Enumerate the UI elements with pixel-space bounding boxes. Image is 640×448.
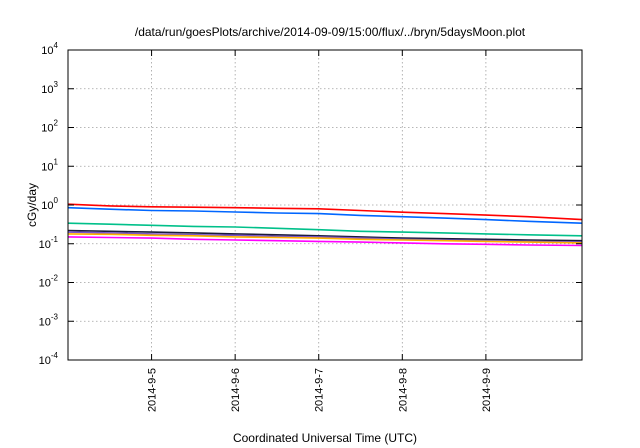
y-tick-label: 100: [41, 196, 58, 212]
x-tick-label: 2014-9-8: [397, 368, 409, 412]
y-tick-base: 10: [41, 200, 53, 212]
y-tick-label: 103: [41, 80, 58, 96]
x-axis-ticks: 2014-9-5 2014-9-6 2014-9-7 2014-9-8 2014-9-9: [147, 50, 493, 412]
series-line: [67, 233, 583, 244]
series-line: [67, 222, 583, 237]
y-tick-label: 10-4: [39, 351, 59, 367]
y-tick-base: 10: [39, 316, 51, 328]
grid: [68, 50, 582, 360]
y-tick-exponent: 1: [54, 157, 59, 166]
chart-title: /data/run/goesPlots/archive/2014-09-09/1…: [135, 25, 526, 39]
y-tick-base: 10: [41, 84, 53, 96]
x-tick-label: 2014-9-6: [230, 368, 242, 412]
x-axis-label: Coordinated Universal Time (UTC): [233, 431, 417, 445]
y-tick-base: 10: [39, 278, 51, 290]
y-tick-base: 10: [41, 45, 53, 57]
y-tick-base: 10: [41, 161, 53, 173]
y-tick-label: 10-2: [39, 274, 59, 290]
y-tick-label: 101: [41, 157, 58, 173]
series-line: [67, 236, 583, 247]
series-line: [67, 206, 583, 224]
series-line: [67, 229, 583, 242]
y-tick-exponent: -3: [51, 312, 59, 321]
x-tick-label: 2014-9-5: [147, 368, 159, 412]
x-tick-label: 2014-9-7: [314, 368, 326, 412]
y-tick-exponent: -2: [51, 274, 59, 283]
y-tick-exponent: 2: [54, 119, 59, 128]
y-tick-exponent: 3: [54, 80, 59, 89]
y-tick-label: 10-3: [39, 312, 59, 328]
y-tick-label: 10-1: [39, 235, 59, 251]
series-layer: [67, 203, 583, 247]
y-tick-exponent: -1: [51, 235, 59, 244]
y-tick-exponent: 4: [54, 41, 59, 50]
y-axis-label: cGy/day: [25, 183, 39, 227]
x-tick-label: 2014-9-9: [481, 368, 493, 412]
y-tick-exponent: -4: [51, 351, 59, 360]
y-tick-label: 104: [41, 41, 58, 57]
y-tick-exponent: 0: [54, 196, 59, 205]
y-tick-base: 10: [41, 123, 53, 135]
y-tick-base: 10: [39, 239, 51, 251]
series-line: [67, 203, 583, 221]
y-tick-label: 102: [41, 119, 58, 135]
y-tick-base: 10: [39, 355, 51, 367]
